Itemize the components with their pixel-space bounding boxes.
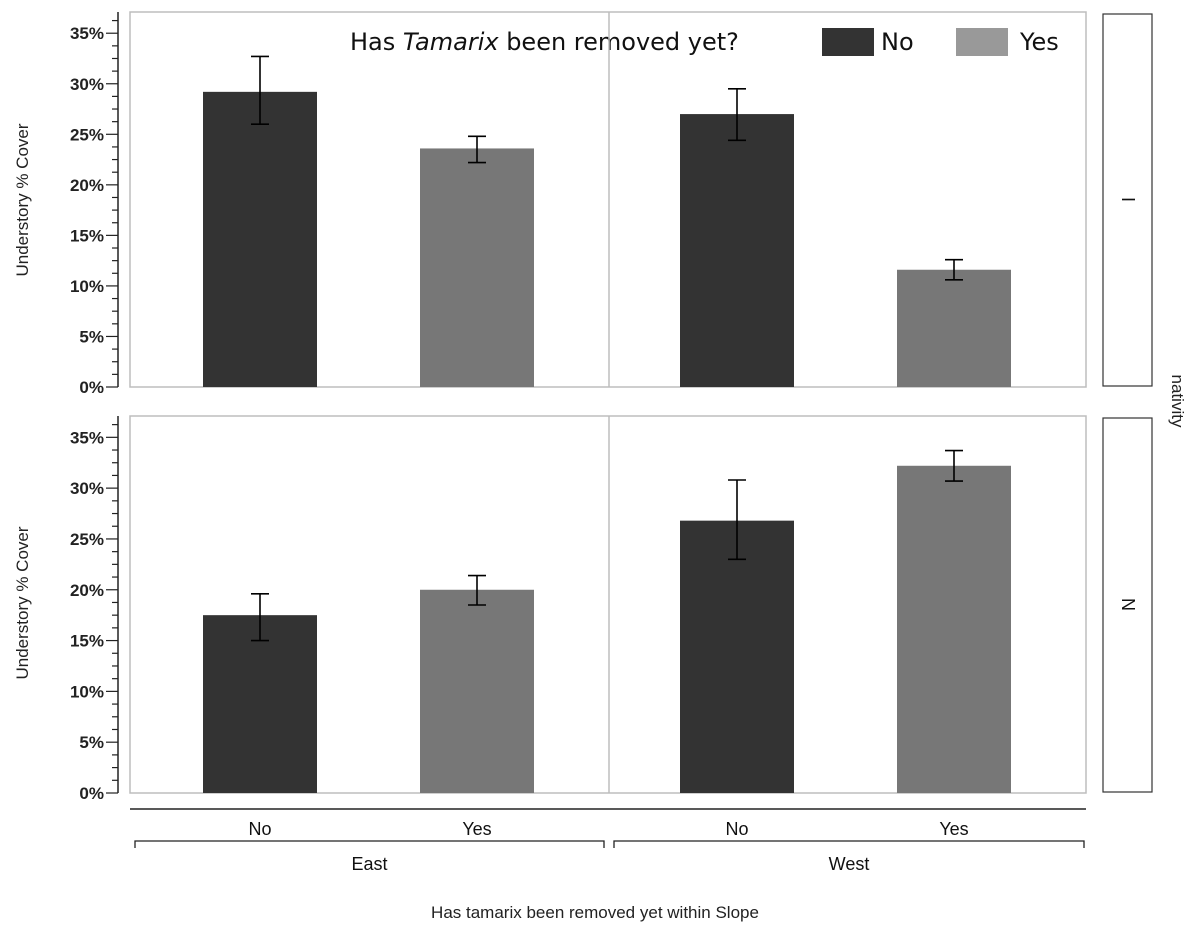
bar-west-no	[680, 520, 794, 793]
y-tick-label: 20%	[70, 581, 104, 600]
y-tick-label: 10%	[70, 277, 104, 296]
x-axis: No Yes No Yes East West	[130, 808, 1086, 874]
y-axis-title-bottom: Understory % Cover	[13, 526, 32, 679]
x-tick-label: Yes	[939, 819, 968, 839]
y-tick-label: 5%	[79, 733, 104, 752]
y-tick-label: 0%	[79, 784, 104, 803]
facet-label: N	[1118, 598, 1138, 611]
facet-label: I	[1118, 197, 1138, 202]
group-label: West	[829, 854, 870, 874]
facet-title: nativity	[1168, 375, 1187, 428]
panel-n: 0% 5% 10% 15% 20% 25% 30% 35% N	[70, 415, 1153, 803]
x-tick-label: No	[248, 819, 271, 839]
y-tick-label: 10%	[70, 682, 104, 701]
legend-swatch-yes	[956, 28, 1008, 56]
bar-west-yes	[897, 465, 1011, 793]
group-label: East	[351, 854, 387, 874]
y-tick-label: 25%	[70, 530, 104, 549]
bar-east-yes	[420, 589, 534, 793]
y-axis-title-top: Understory % Cover	[13, 123, 32, 276]
facet-strip	[1102, 13, 1153, 387]
y-tick-label: 35%	[70, 24, 104, 43]
y-tick-label: 30%	[70, 479, 104, 498]
legend-label-yes: Yes	[1019, 28, 1059, 56]
x-tick-label: Yes	[462, 819, 491, 839]
y-tick-label: 0%	[79, 378, 104, 397]
panel-frame	[129, 415, 1087, 794]
bar-east-no	[203, 615, 317, 793]
bar-east-no	[203, 91, 317, 387]
legend-label-no: No	[881, 28, 914, 56]
y-tick-label: 5%	[79, 327, 104, 346]
bar-east-yes	[420, 148, 534, 387]
legend-title: Has Tamarix been removed yet?	[350, 28, 739, 56]
bar-west-yes	[897, 269, 1011, 387]
group-bracket	[613, 840, 1085, 848]
panel-frame	[129, 11, 1087, 388]
y-tick-label: 20%	[70, 176, 104, 195]
group-bracket	[134, 840, 605, 848]
facet-strip	[1102, 417, 1153, 793]
legend: Has Tamarix been removed yet? No Yes	[350, 28, 1059, 56]
y-tick-label: 30%	[70, 75, 104, 94]
y-tick-label: 15%	[70, 632, 104, 651]
y-tick-label: 35%	[70, 428, 104, 447]
x-tick-label: No	[725, 819, 748, 839]
x-axis-title: Has tamarix been removed yet within Slop…	[431, 903, 759, 922]
bar-west-no	[680, 114, 794, 387]
legend-swatch-no	[822, 28, 874, 56]
y-tick-label: 15%	[70, 226, 104, 245]
panel-i: 0% 5% 10% 15% 20% 25% 30% 35% I	[70, 11, 1153, 397]
y-tick-label: 25%	[70, 125, 104, 144]
